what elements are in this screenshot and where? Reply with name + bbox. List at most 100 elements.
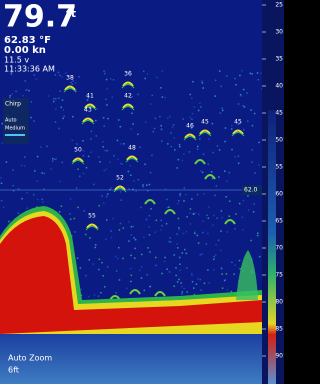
speckle [202,87,204,89]
speckle [77,257,79,259]
speckle [120,143,122,145]
speckle [200,170,202,172]
speckle [221,210,223,212]
speckle [145,122,147,124]
speckle [130,255,132,257]
speckle [90,138,92,140]
speckle [55,121,57,123]
speckle [242,216,244,218]
speckle [213,215,215,217]
speckle [193,214,195,216]
speckle [151,95,153,97]
speckle [74,218,76,220]
speckle [89,237,91,239]
speckle [63,116,65,118]
speckle [94,294,96,296]
speckle [131,226,133,228]
speckle [130,174,132,176]
speckle [50,168,52,170]
speckle [231,128,233,130]
speckle [89,259,91,261]
speckle [226,231,228,233]
speed: 0.00 kn [4,45,46,56]
speckle [82,140,84,142]
speckle [76,144,78,146]
speckle [190,223,192,225]
speckle [156,77,158,79]
speckle [169,116,171,118]
speckle [95,135,97,137]
speckle [177,281,179,283]
speckle [235,213,237,215]
range-label: 50 [275,137,283,144]
speckle [72,116,74,118]
speckle [106,169,108,171]
speckle [56,158,58,160]
speckle [216,185,218,187]
speckle [12,185,14,187]
speckle [239,203,241,205]
speckle [98,269,100,271]
range-label: 70 [275,245,283,252]
speckle [118,247,120,249]
speckle [88,296,90,298]
speckle [202,220,204,222]
speckle [222,110,224,112]
speckle [119,229,121,231]
speckle [253,211,255,213]
speckle [58,97,60,99]
speckle [26,207,28,209]
speckle [142,184,144,186]
speckle [42,201,44,203]
speckle [85,275,87,277]
speckle [137,134,139,136]
speckle [219,70,221,72]
speckle [215,254,217,256]
speckle [233,273,235,275]
speckle [207,233,209,235]
speckle [112,218,114,220]
speckle [120,191,122,193]
speckle [224,280,226,282]
speckle [24,80,26,82]
zoom-mode[interactable]: Auto Zoom [8,354,52,363]
speckle [139,146,141,148]
speckle [217,145,219,147]
fish-depth: 45 [234,119,242,126]
speckle [140,207,142,209]
speckle [115,256,117,258]
speckle [170,132,172,134]
speckle [239,260,241,262]
speckle [244,106,246,108]
speckle [43,188,45,190]
speckle [143,236,145,238]
speckle [227,289,229,291]
speckle [70,82,72,84]
speckle [186,216,188,218]
speckle [229,215,231,217]
speckle [216,217,218,219]
speckle [215,95,217,97]
speckle [102,275,104,277]
speckle [194,106,196,108]
speckle [184,187,186,189]
speckle [132,123,134,125]
speckle [207,164,209,166]
speckle [116,270,118,272]
speckle [168,206,170,208]
speckle [220,86,222,88]
speckle [132,226,134,228]
speckle [172,127,174,129]
speckle [135,239,137,241]
speckle [91,131,93,133]
speckle [220,230,222,232]
speckle [101,262,103,264]
speckle [213,269,215,271]
speckle [151,155,153,157]
sonar-screen: 79.7 ft 62.83 °F 0.00 kn 11.5 v 11:33:36… [0,0,284,384]
speckle [260,73,262,75]
speckle [87,99,89,101]
range-label: 55 [275,164,283,171]
speckle [145,78,147,80]
speckle [169,237,171,239]
